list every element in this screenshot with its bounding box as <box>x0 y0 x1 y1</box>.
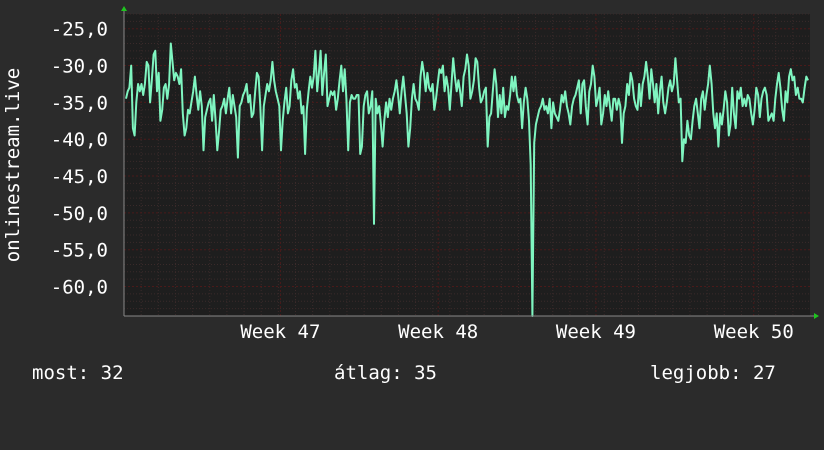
y-tick-label: -25,0 <box>51 19 108 41</box>
x-tick-label: Week 47 <box>240 321 320 343</box>
y-axis-label: onlinestream.live <box>2 68 24 262</box>
stats-bar: most: 32 átlag: 35 legjobb: 27 <box>0 362 824 388</box>
current-value: most: 32 <box>32 362 124 384</box>
y-tick-label: -50,0 <box>51 203 108 225</box>
average-value: átlag: 35 <box>334 362 437 384</box>
x-tick-label: Week 49 <box>556 321 636 343</box>
x-tick-label: Week 50 <box>714 321 794 343</box>
x-tick-label: Week 48 <box>398 321 478 343</box>
y-axis-arrow <box>121 6 127 11</box>
y-axis-ticks: -25,0 -30,0 -35,0 -40,0 -45,0 -50,0 -55,0 -60,0 <box>51 19 108 299</box>
y-tick-label: -55,0 <box>51 240 108 262</box>
best-value: legjobb: 27 <box>650 362 776 384</box>
x-axis-ticks: Week 47 Week 48 Week 49 Week 50 <box>240 321 793 343</box>
series-line <box>125 42 809 317</box>
y-tick-label: -30,0 <box>51 56 108 78</box>
x-axis-arrow <box>814 313 819 319</box>
y-tick-label: -35,0 <box>51 92 108 114</box>
minor-grid <box>124 13 810 317</box>
y-tick-label: -60,0 <box>51 277 108 299</box>
y-tick-label: -40,0 <box>51 129 108 151</box>
chart: -25,0 -30,0 -35,0 -40,0 -45,0 -50,0 -55,0 -60,0… <box>2 6 819 343</box>
axes <box>121 6 819 319</box>
y-tick-label: -45,0 <box>51 166 108 188</box>
